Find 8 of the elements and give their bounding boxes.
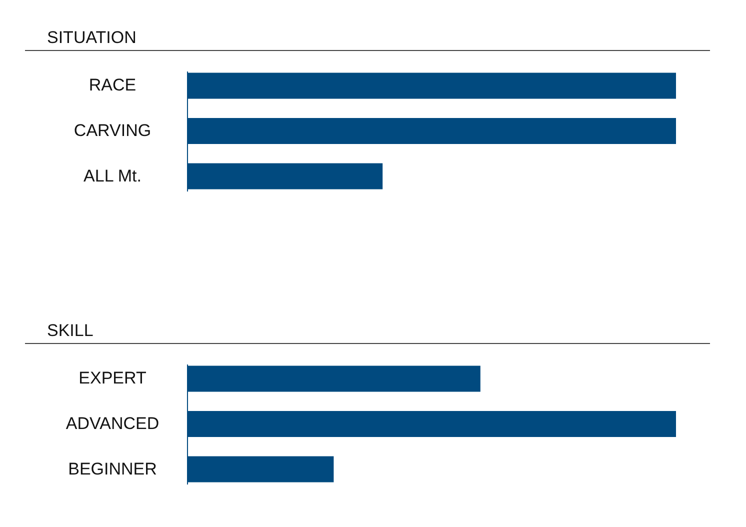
y-tick-label: EXPERT [78, 368, 146, 388]
y-tick-label: CARVING [74, 121, 152, 140]
chart-title: SKILL [25, 319, 710, 344]
chart-title: SITUATION [25, 26, 710, 51]
y-tick-label: RACE [88, 76, 136, 95]
y-tick-label: BEGINNER [68, 459, 157, 478]
y-tick-label: ADVANCED [66, 414, 160, 433]
y-tick-label: ALL Mt. [84, 166, 142, 186]
